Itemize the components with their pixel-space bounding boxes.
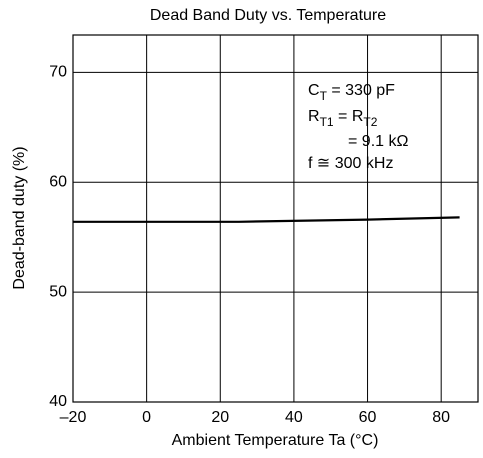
annotation-part: = R (334, 108, 364, 125)
annotation: f ≅ 300 kHz (308, 155, 393, 172)
annotation-part: = 9.1 kΩ (348, 133, 408, 150)
x-tick-label: 20 (211, 409, 229, 426)
y-tick-label: 50 (49, 283, 67, 300)
x-tick-label: 80 (432, 409, 450, 426)
x-tick-label: 0 (142, 409, 151, 426)
annotation: CT = 330 pF (308, 82, 395, 103)
x-tick-label: 40 (285, 409, 303, 426)
y-axis-label: Dead-band duty (%) (11, 146, 28, 289)
x-axis-label: Ambient Temperature Ta (°C) (172, 432, 379, 449)
annotation-part: R (308, 108, 320, 125)
annotation: RT1 = RT2 (308, 108, 378, 129)
annotation-part: T (320, 89, 328, 103)
y-tick-label: 40 (49, 393, 67, 410)
annotation-part: T2 (363, 115, 377, 129)
annotation-part: = 330 pF (327, 82, 395, 99)
annotation-part: C (308, 82, 320, 99)
y-tick-label: 60 (49, 173, 67, 190)
x-tick-label: –20 (60, 409, 87, 426)
chart-title: Dead Band Duty vs. Temperature (150, 7, 386, 24)
x-tick-label: 60 (359, 409, 377, 426)
annotation: = 9.1 kΩ (348, 133, 408, 150)
data-line (73, 216, 460, 223)
annotation-part: T1 (320, 115, 334, 129)
annotation-part: f ≅ 300 kHz (308, 155, 393, 172)
y-tick-label: 70 (49, 64, 67, 81)
